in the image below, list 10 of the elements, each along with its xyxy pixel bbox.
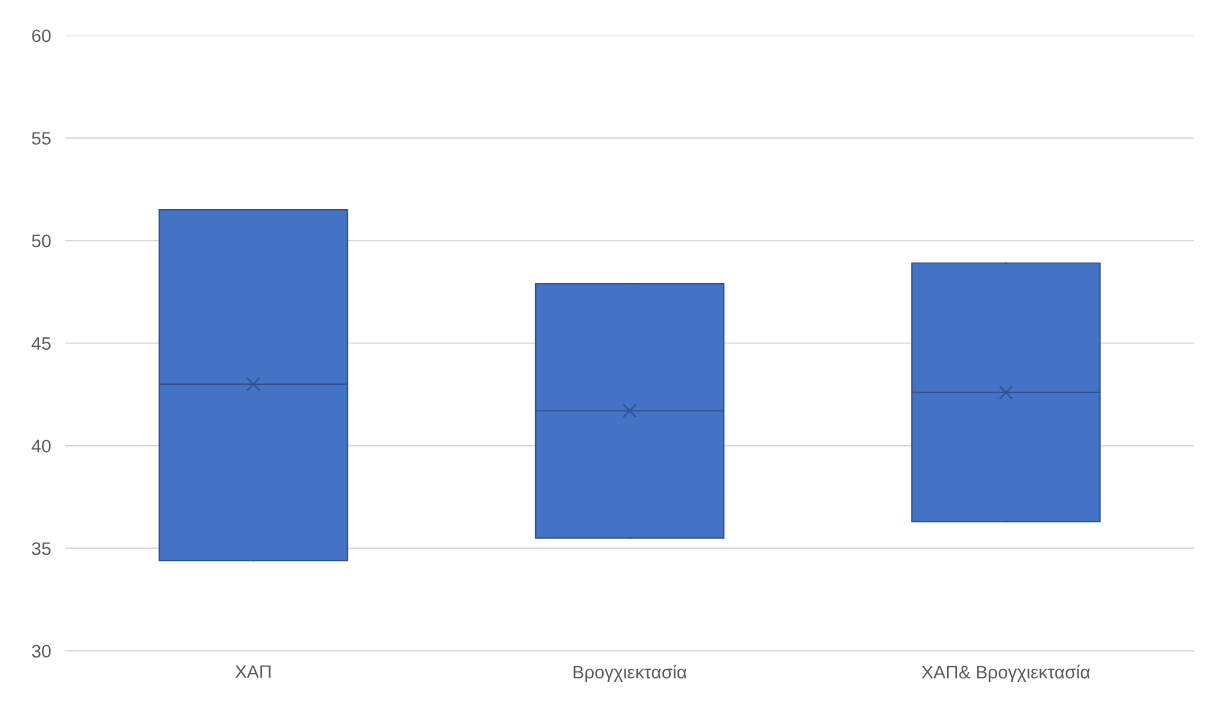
y-tick-label: 45: [31, 337, 51, 350]
y-tick-label: 55: [32, 132, 51, 145]
y-tick-label: 60: [32, 29, 51, 43]
y-tick-label: 40: [31, 439, 51, 453]
x-tick-label: Βρογχιεκτασία: [573, 664, 687, 683]
x-tick-label: ΧΑΠ: [235, 665, 271, 678]
y-tick-label: 35: [31, 542, 51, 556]
x-tick-label: ΧΑΠ& Βρογχιεκτασία: [921, 664, 1090, 683]
y-tick-label: 50: [32, 234, 51, 248]
y-tick-label: 30: [31, 644, 51, 658]
